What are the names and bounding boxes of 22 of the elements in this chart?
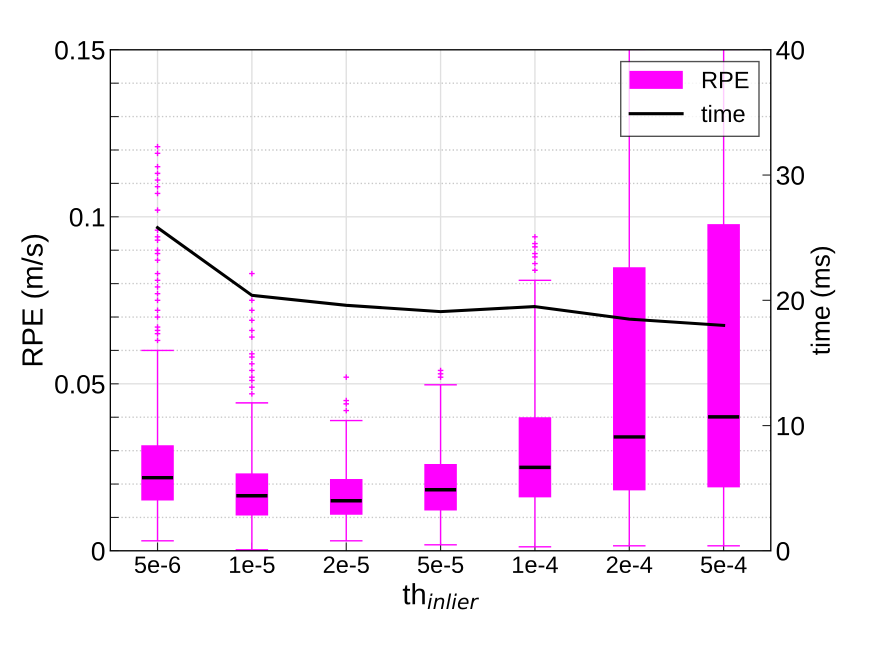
legend-label: time	[701, 104, 745, 122]
y2-tick-label: 0	[776, 542, 790, 561]
x-tick-label: 2e-4	[606, 556, 652, 574]
y-tick-label: 0.15	[55, 40, 104, 60]
x-tick-label: 5e-5	[418, 556, 464, 574]
y2-tick-label: 20	[776, 291, 804, 310]
y2-tick-label: 30	[776, 166, 804, 185]
x-tick-label: 2e-5	[324, 556, 369, 574]
x-axis-title: th$_{inlier}$	[402, 583, 479, 610]
y-tick-label: 0.1	[70, 208, 104, 227]
x-tick-label: 1e-5	[230, 556, 275, 574]
legend-label: RPE	[702, 72, 749, 88]
y-tick-label: 0	[92, 542, 104, 561]
y2-axis-title: time (ms)	[810, 246, 836, 355]
x-tick-label: 5e-6	[134, 556, 180, 574]
y-axis-title: RPE (m/s)	[21, 234, 49, 366]
y-tick-label: 0.05	[55, 374, 104, 394]
y2-tick-label: 10	[778, 416, 804, 436]
x-tick-label: 1e-4	[513, 556, 558, 574]
y2-tick-label: 40	[776, 40, 804, 60]
line-series	[156, 226, 726, 327]
x-tick-label: 5e-4	[700, 556, 747, 574]
